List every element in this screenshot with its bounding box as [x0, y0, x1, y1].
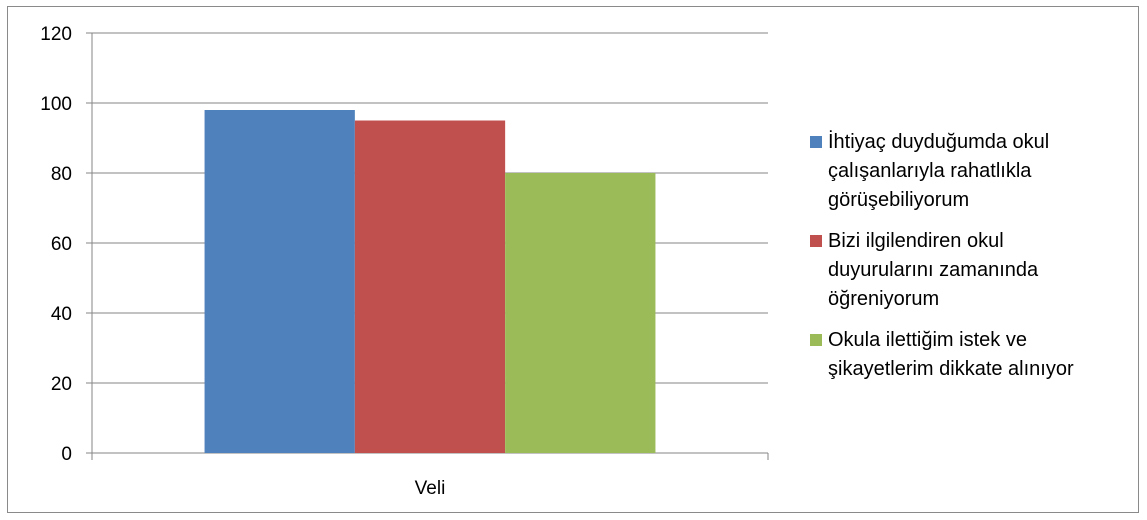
legend-line: Okula ilettiğim istek ve [828, 329, 1027, 351]
y-tick-label: 0 [61, 444, 72, 465]
legend-line: çalışanlarıyla rahatlıkla [828, 160, 1032, 182]
legend-line: İhtiyaç duyduğumda okul [828, 131, 1050, 153]
y-tick-label: 40 [51, 304, 72, 325]
x-tick-labels: Veli [415, 478, 446, 499]
y-tick-label: 120 [40, 24, 72, 45]
legend-line: görüşebiliyorum [828, 189, 970, 211]
legend-line: şikayetlerim dikkate alınıyor [828, 358, 1074, 380]
bar-2 [354, 120, 506, 453]
y-tick-label: 20 [51, 374, 72, 395]
y-tick-label: 100 [40, 94, 72, 115]
bars [204, 110, 656, 453]
legend-label-3: Okula ilettiğim istek ve şikayetlerim di… [828, 326, 1074, 384]
legend-line: duyurularını zamanında [828, 259, 1039, 281]
legend-line: öğreniyorum [828, 288, 940, 310]
legend-item-2: Bizi ilgilendiren okul duyurularını zama… [810, 227, 1140, 314]
legend-line: Bizi ilgilendiren okul [828, 230, 1004, 252]
legend: İhtiyaç duyduğumda okul çalışanlarıyla r… [810, 128, 1140, 396]
legend-swatch-2 [810, 235, 822, 247]
legend-swatch-1 [810, 136, 822, 148]
legend-label-1: İhtiyaç duyduğumda okul çalışanlarıyla r… [828, 128, 1049, 215]
legend-swatch-3 [810, 334, 822, 346]
legend-label-2: Bizi ilgilendiren okul duyurularını zama… [828, 227, 1038, 314]
legend-item-1: İhtiyaç duyduğumda okul çalışanlarıyla r… [810, 128, 1140, 215]
legend-item-3: Okula ilettiğim istek ve şikayetlerim di… [810, 326, 1140, 384]
bar-3 [505, 173, 656, 453]
x-tick-label: Veli [415, 478, 446, 499]
y-tick-label: 80 [51, 164, 72, 185]
y-tick-labels: 0 20 40 60 80 100 120 [40, 24, 72, 465]
bar-1 [204, 110, 355, 453]
y-tick-label: 60 [51, 234, 72, 255]
